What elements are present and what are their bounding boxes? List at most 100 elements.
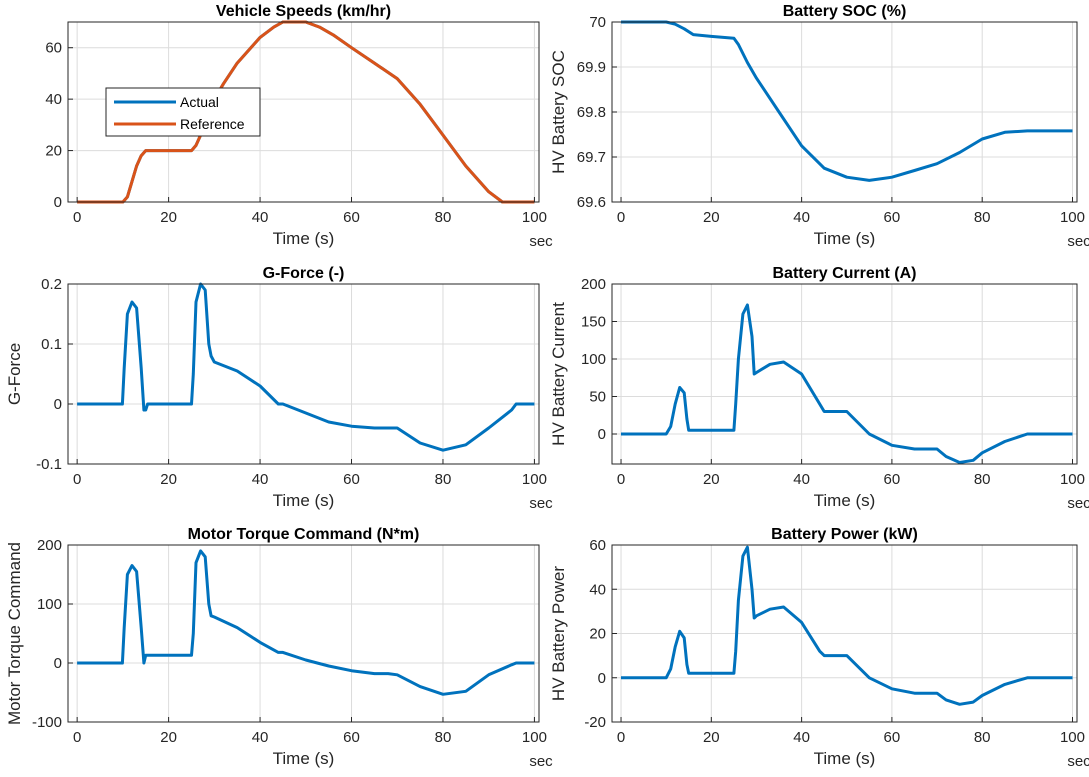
y-tick-label: 0.1 [41, 336, 62, 353]
series-line-soc [621, 20, 1073, 182]
y-tick-label: 200 [581, 276, 606, 293]
x-unit-label: sec [1067, 753, 1089, 770]
x-tick-label: 20 [703, 729, 720, 746]
chart-title: Motor Torque Command (N*m) [188, 526, 420, 543]
y-tick-label: 150 [581, 314, 606, 331]
chart-panel-1: 0 20 40 60 80 100 0 20 40 60 Vehicle Speeds (km/hr… [45, 3, 553, 250]
x-tick-label: 0 [73, 471, 81, 488]
chart-title: Battery SOC (%) [783, 3, 907, 20]
x-unit-label: sec [1067, 233, 1089, 250]
axes-frame [611, 283, 1078, 465]
axes-frame [67, 21, 540, 203]
x-tick-label: 40 [252, 729, 269, 746]
plot-area [612, 284, 1077, 464]
x-axis-label: Time (s) [814, 229, 876, 248]
y-axis-label: HV Battery Power [549, 566, 568, 701]
x-tick-label: 80 [974, 471, 991, 488]
y-tick-label: 200 [37, 537, 62, 554]
x-tick-label: 0 [617, 209, 625, 226]
x-tick-label: 60 [884, 471, 901, 488]
x-tick-label: 40 [793, 209, 810, 226]
x-axis-label: Time (s) [814, 749, 876, 768]
y-tick-label: 69.9 [577, 59, 606, 76]
chart-panel-6: 0 20 40 60 80 100 -20 0 20 40 60 Battery Power (kW)… [549, 526, 1089, 770]
x-tick-label: 40 [793, 729, 810, 746]
x-axis-label: Time (s) [814, 491, 876, 510]
x-tick-label: 100 [1060, 209, 1085, 226]
x-tick-label: 100 [1060, 471, 1085, 488]
y-tick-label: 0 [598, 670, 606, 687]
y-axis-label: HV Battery Current [549, 302, 568, 446]
x-tick-label: 60 [884, 209, 901, 226]
y-tick-label: 0 [54, 655, 62, 672]
chart-title: Battery Current (A) [772, 265, 916, 282]
axes-frame [67, 283, 540, 465]
x-tick-label: 40 [252, 209, 269, 226]
series-line-current [621, 303, 1073, 464]
y-tick-label: 50 [589, 389, 606, 406]
x-tick-label: 0 [73, 209, 81, 226]
x-tick-label: 40 [793, 471, 810, 488]
axes-frame [67, 544, 540, 723]
x-tick-label: 20 [703, 209, 720, 226]
series-line-g-force [77, 282, 535, 452]
x-unit-label: sec [529, 233, 553, 250]
legend-entry: Reference [180, 116, 245, 132]
x-tick-label: 0 [617, 471, 625, 488]
chart-panel-3: 0 20 40 60 80 100 -0.1 0 0.1 0.2 G-Force (-) Time (… [5, 265, 553, 512]
y-tick-label: -20 [584, 714, 606, 731]
x-tick-label: 0 [617, 729, 625, 746]
y-tick-label: 69.7 [577, 149, 606, 166]
chart-panel-4: 0 20 40 60 80 100 0 50 100 150 200 Battery Current … [549, 265, 1089, 512]
y-tick-label: -100 [32, 714, 62, 731]
y-tick-label: 0 [598, 426, 606, 443]
y-tick-label: 0 [54, 396, 62, 413]
chart-title: Vehicle Speeds (km/hr) [216, 3, 391, 20]
legend-entry: Actual [180, 94, 219, 110]
legend-box [105, 87, 261, 137]
x-tick-label: 20 [160, 209, 177, 226]
series-line-power [621, 545, 1073, 706]
chart-title: Battery Power (kW) [771, 526, 918, 543]
x-tick-label: 20 [160, 729, 177, 746]
x-tick-label: 100 [522, 209, 547, 226]
y-tick-label: 0 [54, 194, 62, 211]
y-tick-label: 20 [45, 143, 62, 160]
chart-panel-2: 0 20 40 60 80 100 69.6 69.7 69.8 69.9 70 Battery SO… [549, 3, 1089, 250]
y-tick-label: 20 [589, 626, 606, 643]
y-tick-label: 70 [589, 14, 606, 31]
x-tick-label: 100 [522, 729, 547, 746]
y-tick-label: -0.1 [36, 456, 62, 473]
x-tick-label: 100 [1060, 729, 1085, 746]
x-axis-label: Time (s) [273, 229, 335, 248]
x-tick-label: 80 [435, 209, 452, 226]
chart-panel-5: 0 20 40 60 80 100 -100 0 100 200 Motor Torque Comm… [5, 526, 553, 770]
x-unit-label: sec [529, 495, 553, 512]
y-axis-label: G-Force [5, 343, 24, 405]
y-axis-label: HV Battery SOC [549, 50, 568, 174]
x-tick-label: 80 [435, 729, 452, 746]
x-unit-label: sec [1067, 495, 1089, 512]
x-tick-label: 40 [252, 471, 269, 488]
y-tick-label: 40 [589, 581, 606, 598]
x-axis-label: Time (s) [273, 749, 335, 768]
x-tick-label: 80 [435, 471, 452, 488]
series-line-torque [77, 549, 535, 696]
x-tick-label: 100 [522, 471, 547, 488]
y-tick-label: 100 [581, 351, 606, 368]
y-tick-label: 69.8 [577, 104, 606, 121]
x-tick-label: 60 [343, 471, 360, 488]
x-unit-label: sec [529, 753, 553, 770]
y-tick-label: 40 [45, 91, 62, 108]
y-tick-label: 69.6 [577, 194, 606, 211]
y-tick-label: 60 [589, 537, 606, 554]
x-tick-label: 20 [160, 471, 177, 488]
plot-area [68, 545, 539, 722]
x-axis-label: Time (s) [273, 491, 335, 510]
x-tick-label: 60 [884, 729, 901, 746]
chart-title: G-Force (-) [263, 265, 345, 282]
x-tick-label: 60 [343, 729, 360, 746]
y-tick-label: 0.2 [41, 276, 62, 293]
legend: Actual Reference [105, 87, 261, 137]
